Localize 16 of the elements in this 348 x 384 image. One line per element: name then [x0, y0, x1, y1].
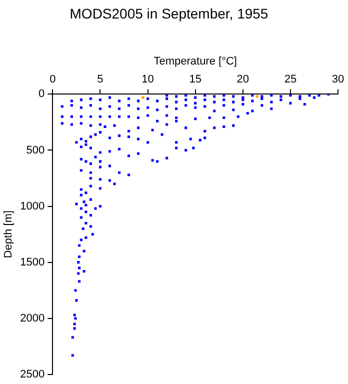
- y-tick-label: 2000: [20, 312, 45, 324]
- chart-title: MODS2005 in September, 1955: [70, 5, 268, 22]
- x-tick-label: 15: [189, 74, 202, 86]
- x-tick-label: 5: [97, 74, 104, 86]
- y-tick-label: 2500: [20, 368, 45, 380]
- y-tick-label: 1000: [20, 200, 45, 212]
- y-tick-label: 1500: [20, 256, 45, 268]
- x-axis-title: Temperature [°C]: [154, 55, 237, 68]
- x-tick-label: 20: [236, 74, 250, 86]
- x-tick-label: 25: [284, 74, 297, 86]
- y-tick-label: 500: [26, 144, 45, 156]
- x-tick-label: 30: [332, 74, 344, 86]
- x-tick-label: 10: [142, 74, 154, 86]
- y-tick-label: 0: [38, 88, 45, 100]
- x-tick-label: 0: [50, 74, 56, 86]
- y-axis-title: Depth [m]: [2, 210, 15, 258]
